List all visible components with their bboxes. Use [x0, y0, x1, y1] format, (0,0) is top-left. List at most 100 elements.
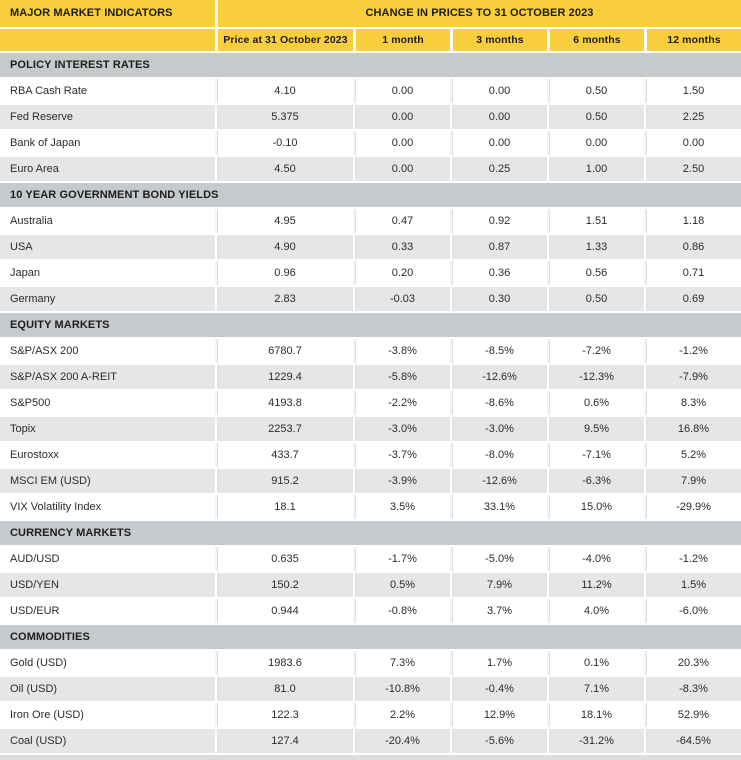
- value-cell: 0.00: [353, 105, 450, 129]
- row-label: Bank of Japan: [10, 137, 81, 149]
- value-cell: -6.0%: [644, 599, 741, 623]
- value-cell: 1.50: [644, 79, 741, 103]
- table-row: S&P500 4193.8 -2.2% -8.6% 0.6% 8.3%: [0, 391, 741, 417]
- value-cell: -8.0%: [450, 443, 547, 467]
- row-label: Coal (USD): [10, 735, 67, 747]
- row-label: Eurostoxx: [10, 449, 59, 461]
- row-label: S&P/ASX 200: [10, 345, 79, 357]
- value-cell: 0.635: [215, 547, 353, 571]
- value-cell: -8.3%: [644, 677, 741, 701]
- value-cell: -4.0%: [547, 547, 644, 571]
- value-cell: 0.00: [450, 105, 547, 129]
- row-label: S&P500: [10, 397, 51, 409]
- section-header: 10 YEAR GOVERNMENT BOND YIELDS: [0, 183, 741, 209]
- row-label: USA: [10, 241, 33, 253]
- section-header: CURRENCY MARKETS: [0, 521, 741, 547]
- row-label: AUD/USD: [10, 553, 60, 565]
- value-cell: 1229.4: [215, 365, 353, 389]
- value-cell: 122.3: [215, 703, 353, 727]
- value-cell: 2.83: [215, 287, 353, 311]
- value-cell: -3.8%: [353, 339, 450, 363]
- value-cell: 15.0%: [547, 495, 644, 519]
- value-cell: 8.3%: [644, 391, 741, 415]
- value-cell: 0.00: [353, 131, 450, 155]
- value-cell: 1.51: [547, 209, 644, 233]
- section-header: POLICY INTEREST RATES: [0, 53, 741, 79]
- table-row: USD/YEN 150.2 0.5% 7.9% 11.2% 1.5%: [0, 573, 741, 599]
- column-header-6-months: 6 months: [547, 29, 644, 51]
- value-cell: -5.6%: [450, 729, 547, 753]
- table-row: Topix 2253.7 -3.0% -3.0% 9.5% 16.8%: [0, 417, 741, 443]
- value-cell: 6780.7: [215, 339, 353, 363]
- table-row: Euro Area 4.50 0.00 0.25 1.00 2.50: [0, 157, 741, 183]
- column-header-3-months: 3 months: [450, 29, 547, 51]
- value-cell: -0.03: [353, 287, 450, 311]
- value-cell: 915.2: [215, 469, 353, 493]
- table-header-row-1: MAJOR MARKET INDICATORS CHANGE IN PRICES…: [0, 0, 741, 29]
- value-cell: -12.6%: [450, 365, 547, 389]
- value-cell: 0.92: [450, 209, 547, 233]
- value-cell: 7.1%: [547, 677, 644, 701]
- value-cell: -7.1%: [547, 443, 644, 467]
- value-cell: 1983.6: [215, 651, 353, 675]
- value-cell: -0.8%: [353, 599, 450, 623]
- value-cell: 5.2%: [644, 443, 741, 467]
- table-row: USD/EUR 0.944 -0.8% 3.7% 4.0% -6.0%: [0, 599, 741, 625]
- value-cell: 7.9%: [644, 469, 741, 493]
- table-row: Germany 2.83 -0.03 0.30 0.50 0.69: [0, 287, 741, 313]
- table-row: S&P/ASX 200 6780.7 -3.8% -8.5% -7.2% -1.2%: [0, 339, 741, 365]
- value-cell: 4.0%: [547, 599, 644, 623]
- row-label: RBA Cash Rate: [10, 85, 88, 97]
- table-header-row-2: Price at 31 October 2023 1 month 3 month…: [0, 29, 741, 53]
- value-cell: -5.8%: [353, 365, 450, 389]
- value-cell: 1.5%: [644, 573, 741, 597]
- table-row: Gold (USD) 1983.6 7.3% 1.7% 0.1% 20.3%: [0, 651, 741, 677]
- table-row: S&P/ASX 200 A-REIT 1229.4 -5.8% -12.6% -12.3…: [0, 365, 741, 391]
- table-row: Eurostoxx 433.7 -3.7% -8.0% -7.1% 5.2%: [0, 443, 741, 469]
- value-cell: -3.0%: [353, 417, 450, 441]
- value-cell: 16.8%: [644, 417, 741, 441]
- table-row: Oil (USD) 81.0 -10.8% -0.4% 7.1% -8.3%: [0, 677, 741, 703]
- value-cell: -7.9%: [644, 365, 741, 389]
- value-cell: -2.2%: [353, 391, 450, 415]
- row-label: Fed Reserve: [10, 111, 73, 123]
- value-cell: -1.2%: [644, 339, 741, 363]
- value-cell: 0.87: [450, 235, 547, 259]
- value-cell: 5.375: [215, 105, 353, 129]
- value-cell: -12.3%: [547, 365, 644, 389]
- value-cell: 0.00: [547, 131, 644, 155]
- column-header-1-month: 1 month: [353, 29, 450, 51]
- row-label: MSCI EM (USD): [10, 475, 91, 487]
- value-cell: 0.6%: [547, 391, 644, 415]
- value-cell: -3.7%: [353, 443, 450, 467]
- row-label: Topix: [10, 423, 36, 435]
- table-row: Australia 4.95 0.47 0.92 1.51 1.18: [0, 209, 741, 235]
- value-cell: -6.3%: [547, 469, 644, 493]
- value-cell: 0.47: [353, 209, 450, 233]
- change-in-prices-title: CHANGE IN PRICES TO 31 OCTOBER 2023: [215, 0, 741, 27]
- value-cell: 0.1%: [547, 651, 644, 675]
- value-cell: 9.5%: [547, 417, 644, 441]
- value-cell: 4.10: [215, 79, 353, 103]
- value-cell: -12.6%: [450, 469, 547, 493]
- row-label: Iron Ore (USD): [10, 709, 84, 721]
- row-label: USD/EUR: [10, 605, 60, 617]
- value-cell: 0.00: [450, 79, 547, 103]
- value-cell: 0.56: [547, 261, 644, 285]
- value-cell: -0.4%: [450, 677, 547, 701]
- value-cell: 0.50: [547, 287, 644, 311]
- value-cell: 0.36: [450, 261, 547, 285]
- value-cell: 7.9%: [450, 573, 547, 597]
- value-cell: 0.00: [450, 131, 547, 155]
- value-cell: -1.2%: [644, 547, 741, 571]
- value-cell: 2.25: [644, 105, 741, 129]
- value-cell: -20.4%: [353, 729, 450, 753]
- value-cell: -8.6%: [450, 391, 547, 415]
- column-header-12-months: 12 months: [644, 29, 741, 51]
- value-cell: -3.0%: [450, 417, 547, 441]
- row-label: S&P/ASX 200 A-REIT: [10, 371, 117, 383]
- value-cell: 0.944: [215, 599, 353, 623]
- value-cell: 0.86: [644, 235, 741, 259]
- value-cell: 2253.7: [215, 417, 353, 441]
- value-cell: 4.90: [215, 235, 353, 259]
